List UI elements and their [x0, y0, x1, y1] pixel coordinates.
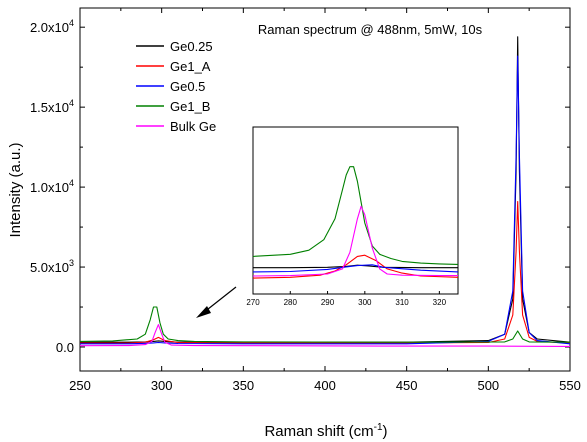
series-line-ge1-b: [79, 306, 571, 343]
series-line-bulk-ge: [79, 324, 571, 347]
x-tick-label: 400: [314, 378, 336, 393]
arrow-icon: [196, 286, 237, 318]
y-axis-label: Intensity (a.u.): [7, 142, 24, 237]
y-tick-label: 2.0x104: [30, 18, 74, 35]
inset-line-ge1-b: [252, 166, 459, 265]
series-line-ge0-25: [80, 36, 571, 343]
inset-line-ge1-a: [252, 254, 459, 279]
x-axis-ticks: 250 300 350 400 450 500 550: [69, 8, 581, 393]
legend-label: Ge1_B: [170, 99, 210, 114]
inset-tick-label: 280: [284, 298, 298, 307]
inset-tick-label: 320: [433, 298, 447, 307]
inset-line-bulk-ge: [252, 205, 458, 277]
y-tick-label: 1.0x104: [30, 178, 74, 195]
legend-label: Ge0.5: [170, 79, 205, 94]
spectrum-lines: [79, 36, 571, 347]
x-tick-label: 500: [477, 378, 499, 393]
x-tick-label: 450: [396, 378, 418, 393]
chart-title: Raman spectrum @ 488nm, 5mW, 10s: [258, 22, 483, 37]
x-tick-label: 300: [151, 378, 173, 393]
inset-tick-label: 290: [321, 298, 335, 307]
x-tick-label: 350: [232, 378, 254, 393]
y-axis-ticks: 0.0 5.0x103 1.0x104 1.5x104 2.0x104: [30, 18, 570, 355]
series-line-ge0-5: [80, 55, 571, 345]
x-axis-label: Raman shift (cm-1): [264, 422, 387, 440]
inset-tick-label: 300: [358, 298, 372, 307]
inset-tick-label: 270: [246, 298, 260, 307]
x-tick-label: 550: [559, 378, 581, 393]
inset-x-ticks: 270 280 290 300 310 320: [246, 291, 447, 307]
legend-label: Ge1_A: [170, 59, 211, 74]
x-tick-label: 250: [69, 378, 91, 393]
y-tick-label: 1.5x104: [30, 98, 74, 115]
inset-tick-label: 310: [395, 298, 409, 307]
inset-frame: [252, 126, 459, 295]
inset-line-ge0-5: [252, 264, 459, 273]
y-tick-label: 0.0: [56, 340, 74, 355]
legend-label: Bulk Ge: [170, 119, 216, 134]
legend: Ge0.25 Ge1_A Ge0.5 Ge1_B Bulk Ge: [136, 39, 216, 134]
legend-label: Ge0.25: [170, 39, 213, 54]
inset-lines: [252, 166, 459, 279]
y-tick-label: 5.0x103: [30, 258, 74, 275]
